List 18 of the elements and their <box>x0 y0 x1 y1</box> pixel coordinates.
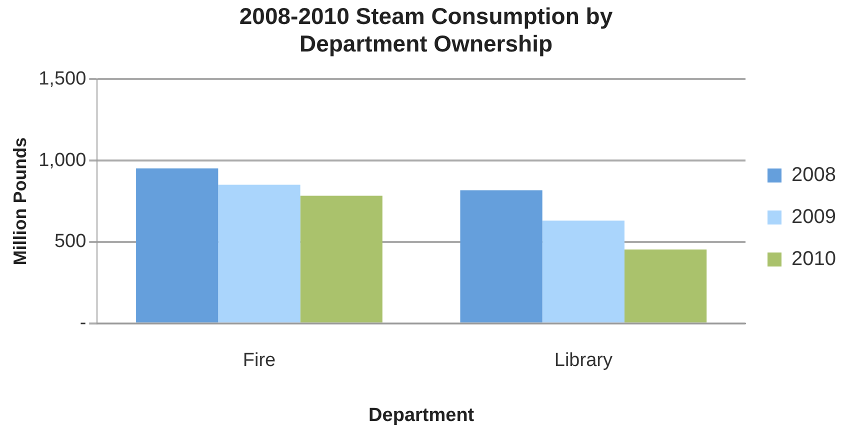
bar <box>460 190 542 322</box>
y-axis-title: Million Pounds <box>10 137 30 266</box>
y-tick-label: 500 <box>54 231 86 252</box>
x-axis-title: Department <box>368 404 475 426</box>
x-tick-label: Library <box>554 350 613 372</box>
y-tick-label: 1,500 <box>38 68 86 90</box>
legend-label: 2009 <box>792 206 836 228</box>
legend-label: 2008 <box>792 164 836 186</box>
bar <box>300 196 382 322</box>
bar <box>136 168 218 322</box>
x-tick-label: Fire <box>242 350 276 372</box>
y-tick-label: 1,000 <box>38 150 86 171</box>
y-tick-label: - <box>80 312 86 334</box>
bar <box>542 220 624 322</box>
bar <box>218 184 300 322</box>
legend-label: 2010 <box>792 248 836 270</box>
chart-title: 2008-2010 Steam Consumption by Department Ownership <box>239 3 613 57</box>
bar <box>624 249 707 322</box>
